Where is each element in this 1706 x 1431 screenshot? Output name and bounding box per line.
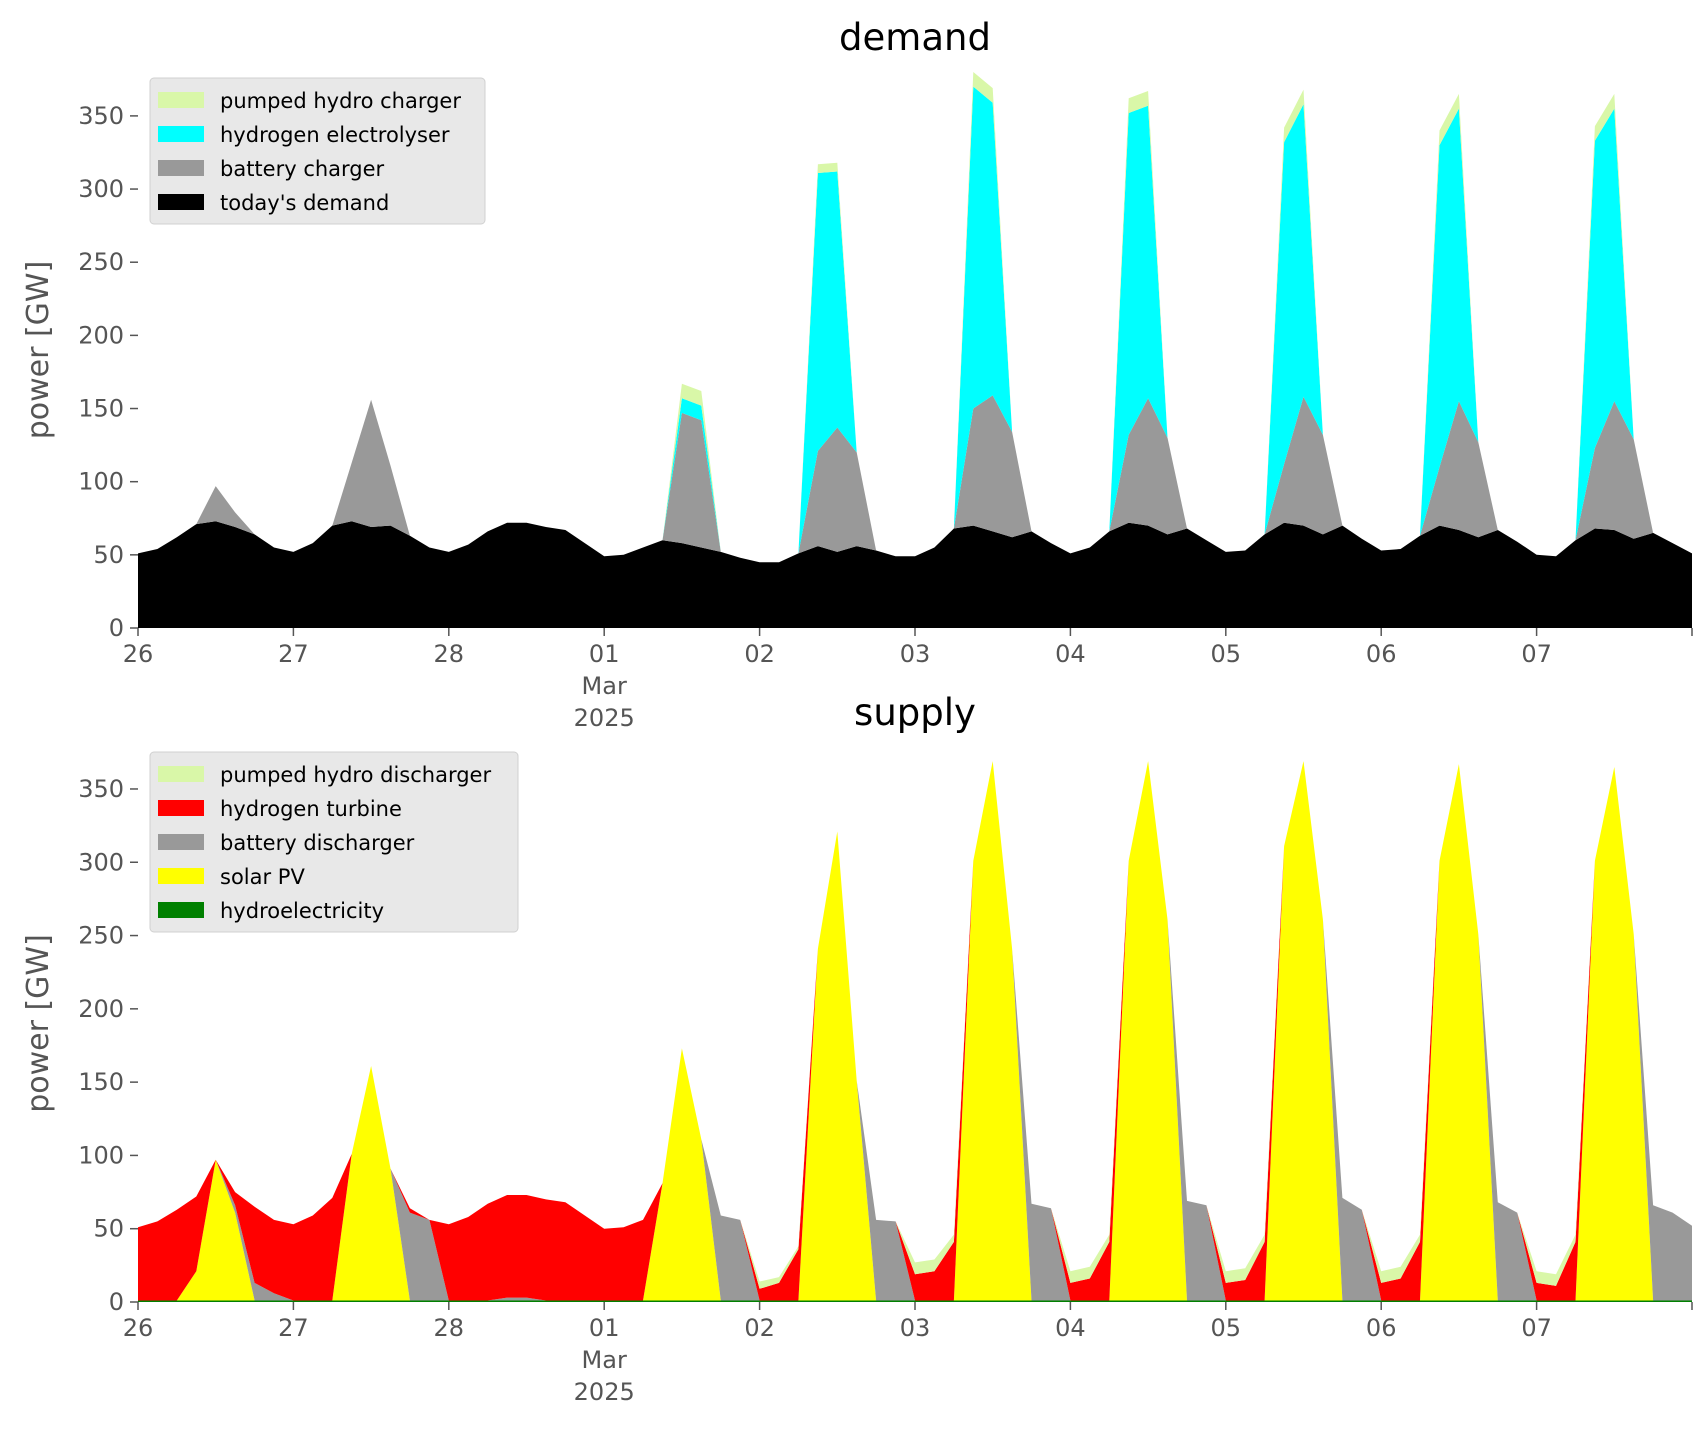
series-area-solar-pv [138, 761, 1692, 1301]
x-tick-label: 26 [123, 640, 154, 668]
legend-swatch [158, 194, 204, 210]
x-tick-label: 27 [278, 640, 309, 668]
legend-label: hydrogen electrolyser [220, 123, 450, 147]
y-tick-label: 250 [78, 922, 124, 950]
y-tick-label: 350 [78, 775, 124, 803]
y-tick-label: 300 [78, 175, 124, 203]
y-tick-label: 50 [93, 1215, 124, 1243]
legend-label: solar PV [220, 865, 305, 889]
legend [149, 751, 519, 933]
legend-label: pumped hydro charger [220, 89, 461, 113]
x-tick-label: 02 [744, 1314, 775, 1342]
x-tick-label: 01 [589, 1314, 620, 1342]
legend-swatch [158, 834, 204, 850]
x-tick-label: 03 [900, 1314, 931, 1342]
x-tick-label: 06 [1366, 640, 1397, 668]
y-tick-label: 100 [78, 1141, 124, 1169]
x-tick-label: 28 [434, 1314, 465, 1342]
x-tick-label: 01 [589, 640, 620, 668]
x-tick-label: 07 [1521, 1314, 1552, 1342]
x-tick-label: 04 [1055, 1314, 1086, 1342]
legend-label: today's demand [220, 191, 389, 215]
chart-title: supply [854, 691, 976, 734]
x-tick-label: 28 [434, 640, 465, 668]
y-tick-label: 100 [78, 468, 124, 496]
legend-label: hydroelectricity [220, 899, 384, 923]
y-tick-label: 150 [78, 395, 124, 423]
y-axis-label: power [GW] [21, 261, 56, 440]
y-tick-label: 150 [78, 1068, 124, 1096]
y-tick-label: 200 [78, 321, 124, 349]
x-tick-label: 05 [1211, 1314, 1242, 1342]
legend-label: pumped hydro discharger [220, 763, 491, 787]
series-area-hydroelectricity [138, 1300, 1692, 1302]
x-tick-label: 03 [900, 640, 931, 668]
x-tick-label: 05 [1211, 640, 1242, 668]
series-area-hydrogen-turbine [138, 761, 1692, 1301]
x-tick-label: 04 [1055, 640, 1086, 668]
x-tick-label: 02 [744, 640, 775, 668]
legend-swatch [158, 766, 204, 782]
legend-swatch [158, 902, 204, 918]
y-tick-label: 0 [109, 614, 124, 642]
x-tick-month-label: Mar [582, 1346, 627, 1374]
x-tick-month-label: Mar [582, 672, 627, 700]
legend-label: battery discharger [220, 831, 415, 855]
x-tick-year-label: 2025 [574, 1378, 635, 1406]
x-tick-year-label: 2025 [574, 704, 635, 732]
y-tick-label: 300 [78, 848, 124, 876]
y-tick-label: 250 [78, 248, 124, 276]
chart-title: demand [839, 16, 991, 59]
x-tick-label: 06 [1366, 1314, 1397, 1342]
legend-swatch [158, 126, 204, 142]
series-area-battery-charger [138, 395, 1692, 563]
legend-label: battery charger [220, 157, 385, 181]
y-axis-label: power [GW] [21, 934, 56, 1113]
y-tick-label: 50 [93, 541, 124, 569]
series-area-hydrogen-electrolyser [138, 86, 1692, 563]
legend-label: hydrogen turbine [220, 797, 402, 821]
series-area-today-s-demand [138, 521, 1692, 628]
legend [149, 77, 486, 225]
x-tick-label: 26 [123, 1314, 154, 1342]
legend-swatch [158, 800, 204, 816]
y-tick-label: 200 [78, 995, 124, 1023]
legend-swatch [158, 92, 204, 108]
legend-swatch [158, 868, 204, 884]
x-tick-label: 27 [278, 1314, 309, 1342]
x-tick-label: 07 [1521, 640, 1552, 668]
y-tick-label: 0 [109, 1288, 124, 1316]
legend-swatch [158, 160, 204, 176]
y-tick-label: 350 [78, 102, 124, 130]
